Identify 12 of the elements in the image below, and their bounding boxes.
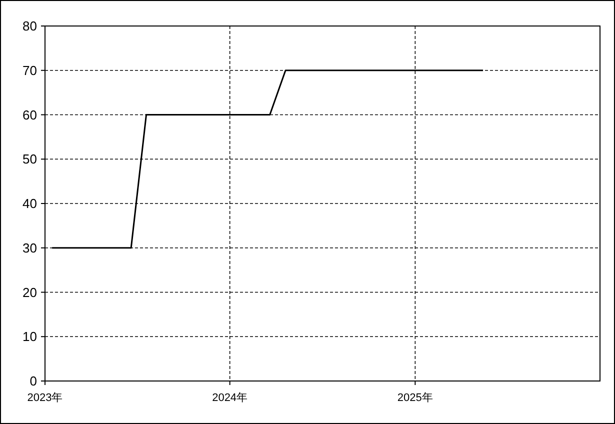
y-tick-label: 40	[22, 196, 37, 212]
y-tick-label: 80	[22, 18, 37, 34]
x-tick-label: 2025年	[397, 392, 433, 404]
y-tick-label: 10	[22, 329, 37, 344]
y-tick-label: 60	[22, 107, 37, 122]
y-tick-label: 50	[22, 152, 37, 167]
x-tick-label: 2024年	[212, 392, 248, 404]
y-tick-label: 0	[30, 374, 37, 389]
y-tick-label: 20	[22, 284, 37, 300]
y-tick-label: 70	[22, 62, 37, 78]
y-tick-label: 30	[22, 240, 37, 256]
x-tick-label: 2023年	[27, 392, 63, 404]
